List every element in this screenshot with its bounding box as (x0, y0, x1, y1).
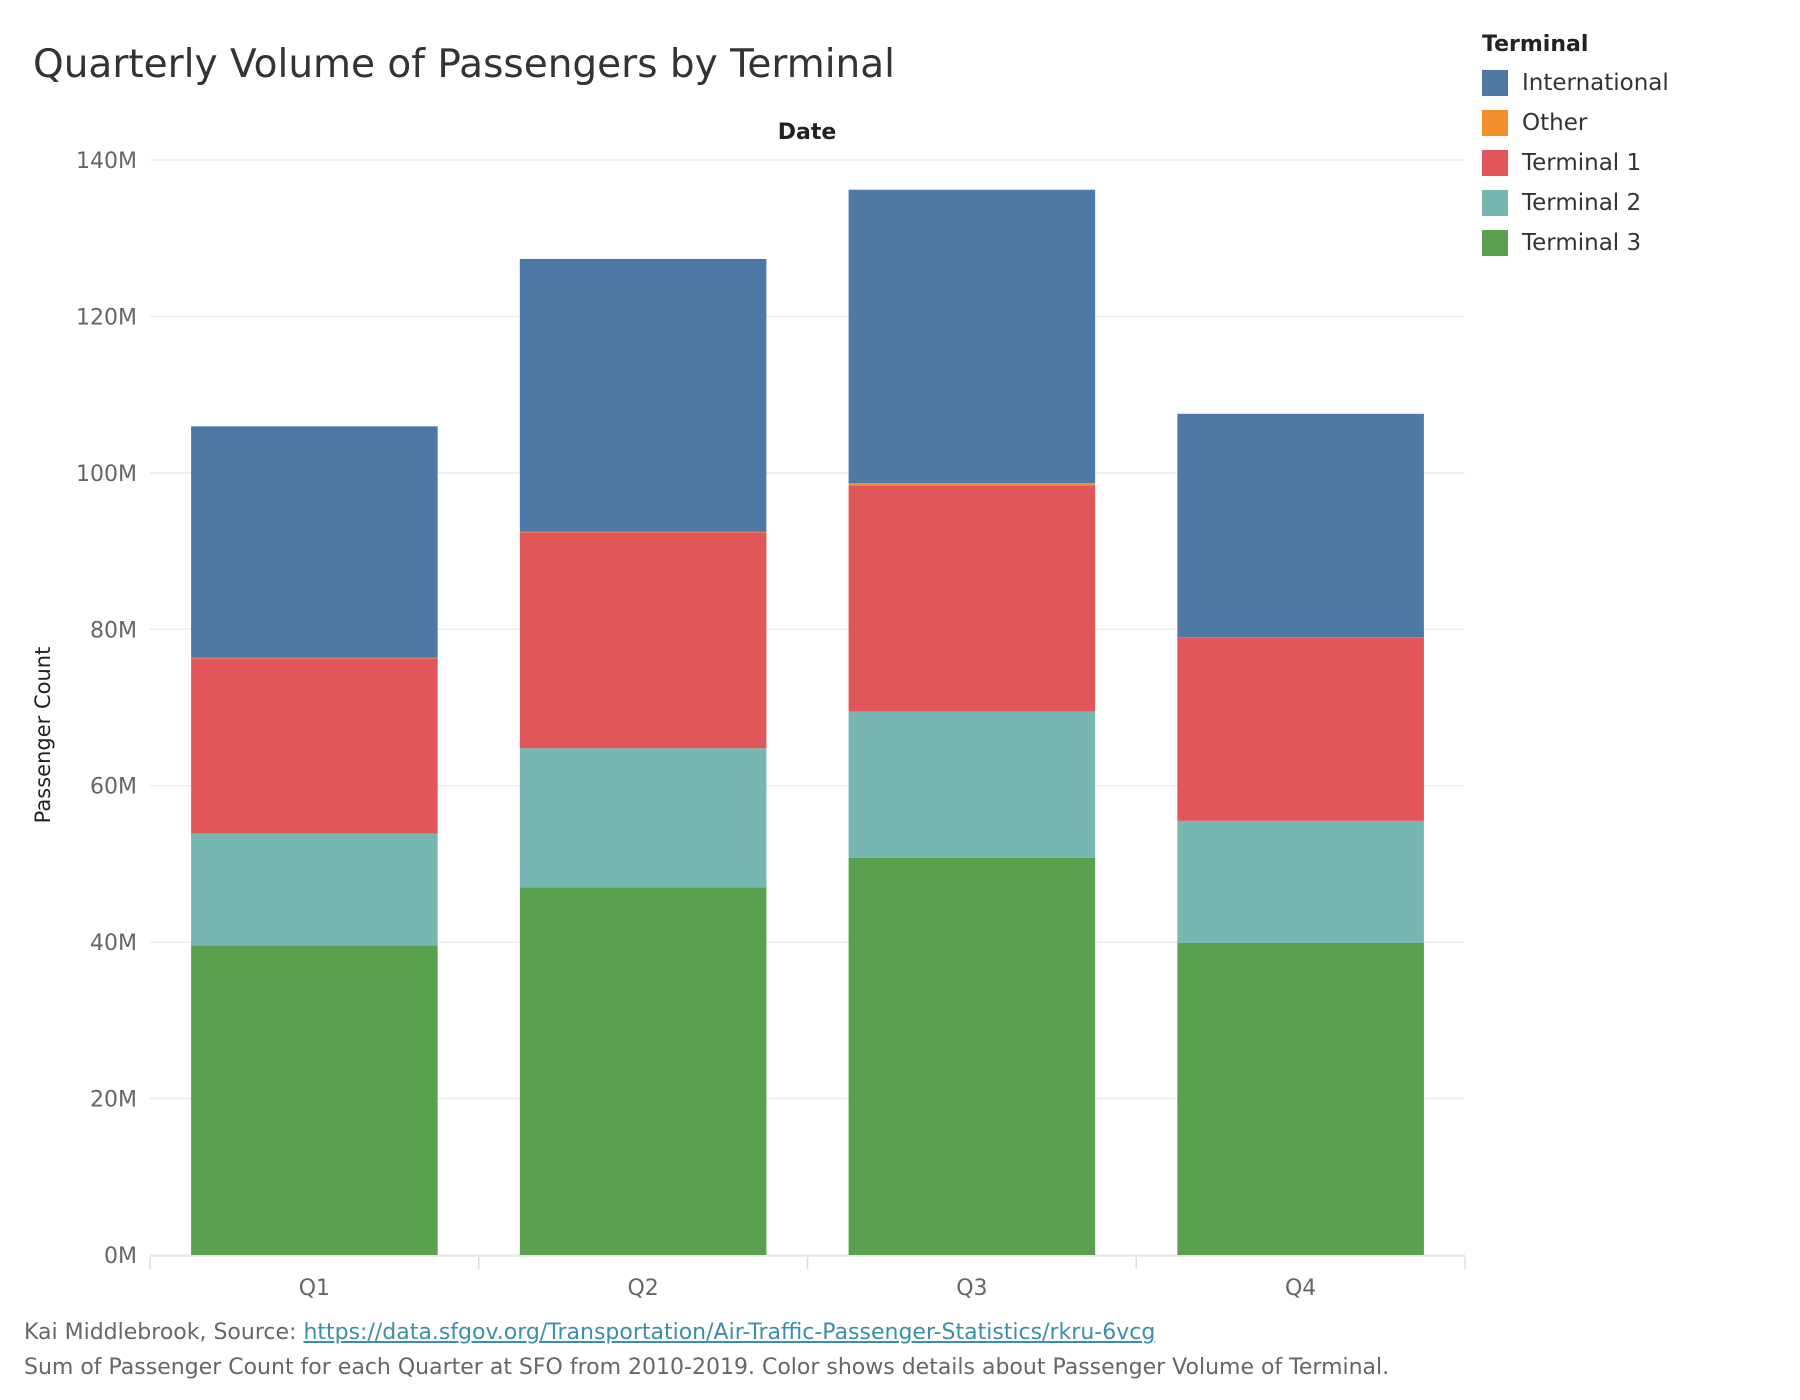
legend-swatch (1482, 110, 1508, 136)
bar-segment-international (1177, 413, 1424, 638)
legend-label: International (1522, 70, 1669, 96)
bar-segment-terminal-2 (191, 833, 438, 946)
x-tick-label: Q2 (627, 1276, 658, 1301)
bar-segment-terminal-1 (191, 658, 438, 834)
legend-item[interactable]: Terminal 1 (1482, 143, 1669, 183)
legend-title: Terminal (1482, 32, 1589, 57)
bar-segment-other (848, 483, 1096, 486)
legend-item[interactable]: Other (1482, 103, 1669, 143)
legend-label: Terminal 3 (1522, 230, 1642, 256)
axes: 0M 20M 40M 60M 80M 100M 120M 140M Q1 Q2 Q3 Q4 (76, 149, 1466, 1301)
bar-segment-terminal-2 (1177, 820, 1424, 943)
y-tick-label: 100M (76, 462, 137, 487)
bar-segment-international (191, 426, 438, 658)
legend-item[interactable]: International (1482, 63, 1669, 103)
y-tick-label: 0M (104, 1244, 137, 1269)
x-tick-label: Q1 (299, 1276, 330, 1301)
y-tick-label: 40M (90, 931, 137, 956)
y-tick-label: 60M (90, 775, 137, 800)
bar-segment-terminal-3 (191, 945, 438, 1255)
legend-label: Other (1522, 110, 1588, 136)
bar-segment-terminal-1 (1177, 637, 1424, 821)
legend-label: Terminal 1 (1522, 150, 1642, 176)
bar-segment-international (519, 258, 767, 532)
bar-segment-international (848, 189, 1096, 484)
footer-source-line: Kai Middlebrook, Source: https://data.sf… (24, 1315, 1389, 1350)
legend-swatch (1482, 70, 1508, 96)
x-tick-label: Q3 (956, 1276, 987, 1301)
bar-segment-terminal-2 (519, 748, 767, 888)
legend: Terminal International Other Terminal 1 Ter… (1482, 32, 1669, 263)
footer-description: Sum of Passenger Count for each Quarter … (24, 1355, 1390, 1380)
column-header: Date (778, 120, 837, 145)
footer: Kai Middlebrook, Source: https://data.sf… (24, 1315, 1389, 1385)
legend-label: Terminal 2 (1522, 190, 1642, 216)
bar-segment-terminal-3 (1177, 942, 1424, 1255)
bars (191, 189, 1424, 1255)
legend-swatch (1482, 230, 1508, 256)
legend-item[interactable]: Terminal 3 (1482, 223, 1669, 263)
legend-items: International Other Terminal 1 Terminal 2 Te… (1482, 63, 1669, 263)
bar-segment-terminal-1 (519, 532, 767, 749)
footer-author-text: Kai Middlebrook, Source: (24, 1320, 304, 1345)
bar-segment-terminal-1 (848, 485, 1096, 712)
bar-segment-terminal-3 (848, 857, 1096, 1255)
y-tick-label: 80M (90, 618, 137, 643)
y-axis-title: Passenger Count (31, 647, 55, 824)
x-tick-label: Q4 (1285, 1276, 1316, 1301)
bar-segment-terminal-3 (519, 887, 767, 1255)
y-tick-label: 140M (76, 149, 137, 174)
legend-swatch (1482, 150, 1508, 176)
y-tick-label: 120M (76, 305, 137, 330)
chart-title: Quarterly Volume of Passengers by Termin… (33, 42, 895, 87)
legend-swatch (1482, 190, 1508, 216)
y-tick-label: 20M (90, 1088, 137, 1113)
bar-segment-terminal-2 (848, 711, 1096, 858)
source-link[interactable]: https://data.sfgov.org/Transportation/Ai… (303, 1320, 1156, 1345)
legend-item[interactable]: Terminal 2 (1482, 183, 1669, 223)
